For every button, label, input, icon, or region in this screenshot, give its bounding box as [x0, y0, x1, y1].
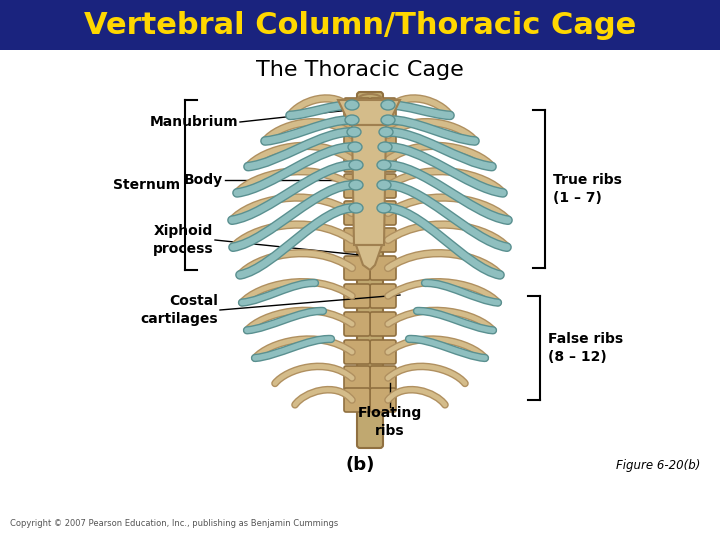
Bar — [0, 0, 720, 50]
Text: Costal
cartilages: Costal cartilages — [140, 294, 218, 326]
FancyBboxPatch shape — [344, 123, 370, 147]
FancyBboxPatch shape — [344, 284, 370, 308]
Ellipse shape — [377, 180, 391, 190]
FancyBboxPatch shape — [344, 201, 370, 225]
Text: Floating
ribs: Floating ribs — [358, 406, 422, 437]
FancyBboxPatch shape — [370, 98, 396, 122]
FancyBboxPatch shape — [344, 312, 370, 336]
FancyBboxPatch shape — [370, 174, 396, 198]
FancyBboxPatch shape — [344, 98, 370, 122]
FancyBboxPatch shape — [370, 228, 396, 252]
Text: False ribs
(8 – 12): False ribs (8 – 12) — [548, 332, 623, 363]
Ellipse shape — [381, 115, 395, 125]
FancyBboxPatch shape — [370, 366, 396, 390]
FancyBboxPatch shape — [344, 388, 370, 412]
Text: Body: Body — [184, 173, 223, 187]
FancyBboxPatch shape — [370, 256, 396, 280]
Text: True ribs
(1 – 7): True ribs (1 – 7) — [553, 173, 622, 205]
Ellipse shape — [348, 142, 362, 152]
Polygon shape — [356, 245, 382, 270]
Polygon shape — [338, 100, 400, 125]
FancyBboxPatch shape — [370, 201, 396, 225]
Ellipse shape — [349, 160, 363, 170]
Text: Copyright © 2007 Pearson Education, Inc., publishing as Benjamin Cummings: Copyright © 2007 Pearson Education, Inc.… — [10, 519, 338, 528]
Text: Figure 6-20(b): Figure 6-20(b) — [616, 458, 700, 471]
Text: (b): (b) — [346, 456, 374, 474]
FancyBboxPatch shape — [344, 228, 370, 252]
FancyBboxPatch shape — [370, 284, 396, 308]
Ellipse shape — [345, 115, 359, 125]
Text: Vertebral Column/Thoracic Cage: Vertebral Column/Thoracic Cage — [84, 10, 636, 39]
FancyBboxPatch shape — [357, 92, 383, 448]
FancyBboxPatch shape — [370, 148, 396, 172]
Text: Xiphoid
process: Xiphoid process — [153, 224, 213, 255]
FancyBboxPatch shape — [370, 123, 396, 147]
Ellipse shape — [381, 100, 395, 110]
Ellipse shape — [379, 127, 393, 137]
Ellipse shape — [349, 203, 363, 213]
Ellipse shape — [349, 180, 363, 190]
Ellipse shape — [345, 100, 359, 110]
FancyBboxPatch shape — [370, 388, 396, 412]
Text: Manubrium: Manubrium — [149, 115, 238, 129]
FancyBboxPatch shape — [344, 148, 370, 172]
Text: The Thoracic Cage: The Thoracic Cage — [256, 60, 464, 80]
FancyBboxPatch shape — [344, 366, 370, 390]
FancyBboxPatch shape — [370, 340, 396, 364]
Ellipse shape — [378, 142, 392, 152]
Polygon shape — [352, 125, 386, 245]
Text: Sternum: Sternum — [113, 178, 180, 192]
FancyBboxPatch shape — [344, 340, 370, 364]
FancyBboxPatch shape — [344, 256, 370, 280]
Ellipse shape — [377, 203, 391, 213]
Ellipse shape — [377, 160, 391, 170]
FancyBboxPatch shape — [344, 174, 370, 198]
Ellipse shape — [347, 127, 361, 137]
FancyBboxPatch shape — [370, 312, 396, 336]
